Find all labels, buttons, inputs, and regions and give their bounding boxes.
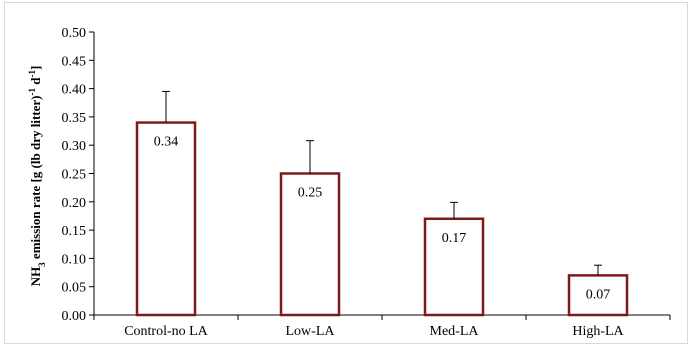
- y-tick-label: 0.10: [62, 252, 87, 267]
- y-tick-label: 0.00: [62, 309, 87, 324]
- data-label: 0.17: [442, 231, 467, 246]
- y-tick-label: 0.20: [62, 196, 87, 211]
- bar: [279, 172, 341, 317]
- y-tick-label: 0.50: [62, 26, 87, 41]
- labels-group: 0.34 Control-no LA 0.25 Low-LA 0.17 Med-LA 0.0…: [124, 135, 624, 339]
- bars-group: [135, 90, 629, 317]
- y-tick-label: 0.45: [62, 54, 87, 69]
- bar: [135, 121, 197, 317]
- y-tick-label: 0.25: [62, 168, 87, 183]
- x-tick-label: Med-LA: [430, 324, 480, 339]
- data-label: 0.07: [586, 287, 611, 302]
- y-tick-label: 0.35: [62, 111, 87, 126]
- y-tick-label: 0.40: [62, 83, 87, 98]
- y-tick-label: 0.05: [62, 281, 87, 296]
- y-axis-label-text: NH3 emission rate [g (lb dry litter)-1 d…: [27, 66, 47, 287]
- x-tick-label: Control-no LA: [124, 324, 208, 339]
- y-tick-label: 0.30: [62, 139, 87, 154]
- data-label: 0.25: [298, 186, 323, 201]
- y-tick-label: 0.15: [62, 224, 87, 239]
- bar: [423, 217, 485, 317]
- data-label: 0.34: [154, 135, 179, 150]
- x-tick-label: Low-LA: [286, 324, 336, 339]
- bar: [567, 274, 629, 317]
- y-axis-label: NH3 emission rate [g (lb dry litter)-1 d…: [27, 66, 47, 287]
- x-tick-label: High-LA: [572, 324, 624, 339]
